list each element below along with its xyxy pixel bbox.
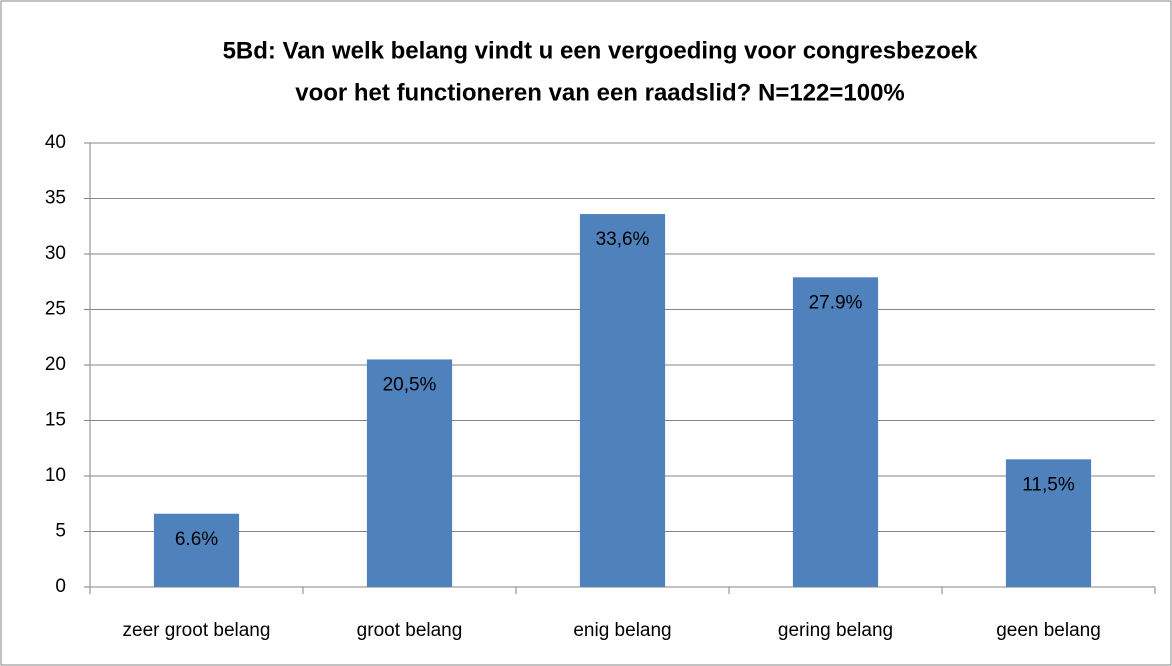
x-tick-label: geen belang — [996, 620, 1101, 641]
y-tick-label: 10 — [45, 465, 66, 486]
x-tick-label: groot belang — [357, 620, 463, 641]
data-label: 20,5% — [383, 374, 437, 395]
chart-title: voor het functioneren van een raadslid? … — [295, 79, 905, 106]
y-tick-label: 15 — [45, 410, 66, 431]
data-label: 27.9% — [809, 292, 863, 313]
y-tick-label: 35 — [45, 188, 66, 209]
x-tick-label: enig belang — [573, 620, 671, 641]
bar — [1005, 459, 1092, 587]
x-tick-label: zeer groot belang — [123, 620, 271, 641]
data-label: 11,5% — [1022, 474, 1075, 495]
y-tick-label: 5 — [55, 521, 66, 542]
y-tick-label: 20 — [45, 354, 66, 375]
data-label: 6.6% — [175, 529, 218, 550]
bar — [792, 277, 879, 587]
bar — [579, 214, 666, 588]
bar — [153, 513, 240, 587]
x-tick-label: gering belang — [778, 620, 893, 641]
chart-title: 5Bd: Van welk belang vindt u een vergoed… — [223, 37, 978, 64]
bar — [366, 359, 453, 587]
data-label: 33,6% — [596, 229, 650, 250]
y-tick-label: 25 — [45, 299, 66, 320]
y-tick-label: 30 — [45, 243, 66, 264]
y-tick-label: 40 — [45, 132, 66, 153]
y-tick-label: 0 — [55, 576, 66, 597]
